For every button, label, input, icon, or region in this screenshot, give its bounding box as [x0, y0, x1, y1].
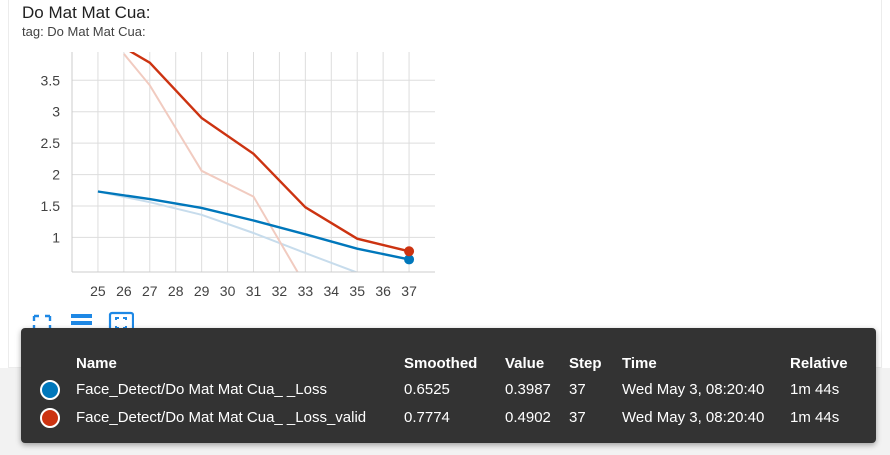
y-tick-label: 1.5	[41, 198, 61, 214]
y-tick-label: 3.5	[41, 72, 61, 88]
header-name: Name	[76, 355, 117, 372]
x-tick-label: 26	[116, 283, 132, 299]
tick-labels: 25 26 27 28 29 30 31 32 33 34 35 36 37 1 1.5 2 2.5 3 3.5	[41, 72, 418, 299]
x-tick-label: 25	[90, 283, 106, 299]
row-time: Wed May 3, 08:20:40	[622, 381, 765, 398]
card-title: Do Mat Mat Cua:	[22, 3, 151, 22]
chart-axes	[71, 52, 435, 273]
y-tick-label: 2.5	[41, 135, 61, 151]
smoothed-series-layer	[97, 52, 410, 261]
row-smoothed: 0.6525	[404, 381, 450, 398]
raw-series-line	[97, 190, 358, 272]
x-tick-label: 35	[349, 283, 365, 299]
x-tick-label: 30	[220, 283, 236, 299]
x-tick-label: 36	[375, 283, 391, 299]
chart-grid	[72, 52, 435, 272]
row-name: Face_Detect/Do Mat Mat Cua_ _Loss	[76, 381, 327, 398]
y-tick-label: 2	[52, 167, 60, 183]
hover-point	[404, 254, 415, 265]
row-name: Face_Detect/Do Mat Mat Cua_ _Loss_valid	[76, 409, 367, 426]
x-tick-label: 37	[401, 283, 417, 299]
x-tick-label: 33	[298, 283, 314, 299]
series-swatch	[40, 408, 60, 428]
raw-series-layer	[97, 53, 358, 272]
x-tick-label: 32	[272, 283, 288, 299]
row-smoothed: 0.7774	[404, 409, 450, 426]
x-tick-label: 27	[142, 283, 158, 299]
hover-tooltip: Name Smoothed Value Step Time Relative F…	[21, 328, 876, 443]
row-step: 37	[569, 381, 586, 398]
smoothed-series-line	[97, 190, 410, 261]
x-tick-label: 29	[194, 283, 210, 299]
header-time: Time	[622, 355, 657, 372]
header-value: Value	[505, 355, 545, 372]
hover-point	[404, 246, 415, 257]
row-relative: 1m 44s	[790, 409, 840, 426]
row-value: 0.3987	[505, 381, 551, 398]
series-swatch	[40, 380, 60, 400]
y-tick-label: 1	[52, 229, 60, 245]
row-relative: 1m 44s	[790, 381, 840, 398]
x-tick-label: 31	[246, 283, 262, 299]
header-step: Step	[569, 355, 602, 372]
raw-series-line	[123, 53, 299, 272]
header-relative: Relative	[790, 355, 848, 372]
y-tick-label: 3	[52, 104, 60, 120]
x-tick-label: 34	[323, 283, 339, 299]
line-chart: 25 26 27 28 29 30 31 32 33 34 35 36 37 1 1.5 2 2.5 3 3.5	[41, 52, 435, 299]
hover-points	[404, 246, 415, 265]
smoothed-series-line	[129, 52, 410, 253]
row-value: 0.4902	[505, 409, 551, 426]
header-smoothed: Smoothed	[404, 355, 478, 372]
x-tick-label: 28	[168, 283, 184, 299]
row-step: 37	[569, 409, 586, 426]
card-subtitle: tag: Do Mat Mat Cua:	[22, 24, 146, 39]
row-time: Wed May 3, 08:20:40	[622, 409, 765, 426]
